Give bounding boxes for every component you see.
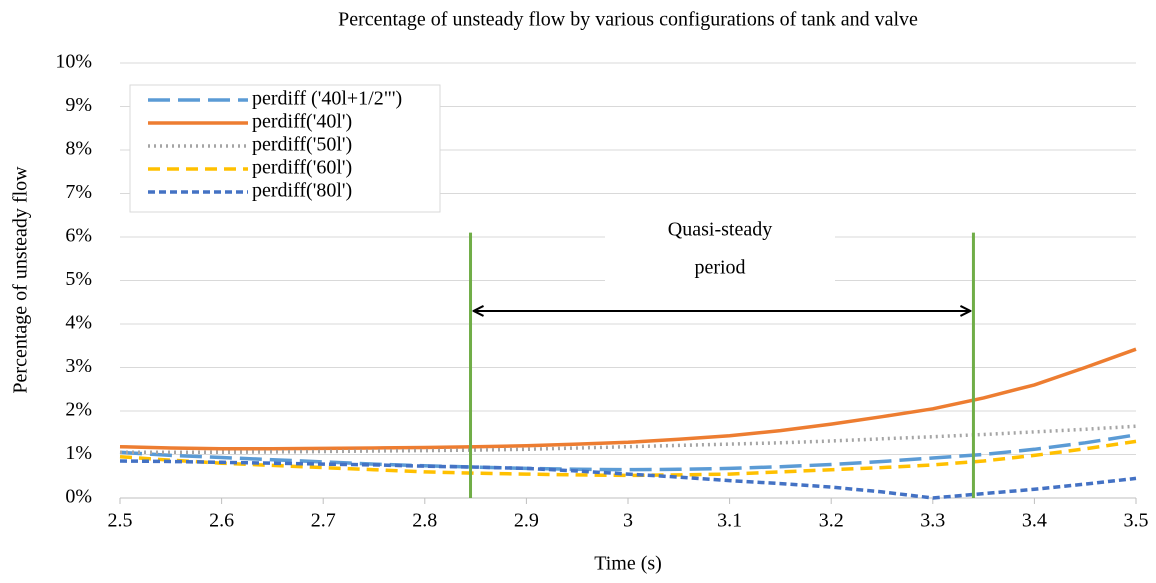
- legend-label: perdiff('50l'): [252, 134, 352, 156]
- y-tick-label: 4%: [65, 312, 92, 334]
- legend-label: perdiff('60l'): [252, 157, 352, 179]
- series-line: [119, 439, 1137, 478]
- legend-label: perdiff ('40l+1/2"'): [252, 88, 402, 110]
- x-tick-label: 3: [623, 510, 633, 532]
- x-tick-label: 3.2: [819, 510, 844, 532]
- y-tick-label: 1%: [65, 442, 92, 464]
- x-axis-label: Time (s): [594, 553, 662, 575]
- x-tick-label: 3.5: [1124, 510, 1149, 532]
- series-line: [119, 347, 1137, 451]
- y-tick-label: 0%: [65, 486, 92, 508]
- series-line: [120, 424, 1137, 455]
- y-tick-label: 7%: [65, 181, 92, 203]
- y-tick-label: 5%: [65, 268, 92, 290]
- legend-label: perdiff('40l'): [252, 111, 352, 133]
- y-tick-label: 2%: [65, 399, 92, 421]
- y-axis-label: Percentage of unsteady flow: [10, 166, 32, 394]
- y-tick-label: 6%: [65, 225, 92, 247]
- series-line: [119, 433, 1137, 472]
- y-tick-label: 8%: [65, 138, 92, 160]
- y-tick-label: 3%: [65, 355, 92, 377]
- y-tick-label: 9%: [65, 94, 92, 116]
- x-tick-label: 3.1: [717, 510, 742, 532]
- x-tick-label: 2.7: [311, 510, 336, 532]
- annotation-text: Quasi-steady: [668, 219, 772, 241]
- chart-title: Percentage of unsteady flow by various c…: [338, 9, 918, 31]
- y-tick-label: 10%: [55, 51, 92, 73]
- x-tick-label: 2.6: [209, 510, 234, 532]
- series-line: [119, 459, 1137, 500]
- x-tick-label: 2.9: [514, 510, 539, 532]
- annotation-box: [605, 210, 835, 290]
- annotation-text: period: [694, 257, 745, 279]
- x-tick-label: 2.5: [108, 510, 133, 532]
- legend-label: perdiff('80l'): [252, 180, 352, 202]
- x-tick-label: 3.3: [920, 510, 945, 532]
- x-tick-label: 2.8: [412, 510, 437, 532]
- x-tick-label: 3.4: [1022, 510, 1047, 532]
